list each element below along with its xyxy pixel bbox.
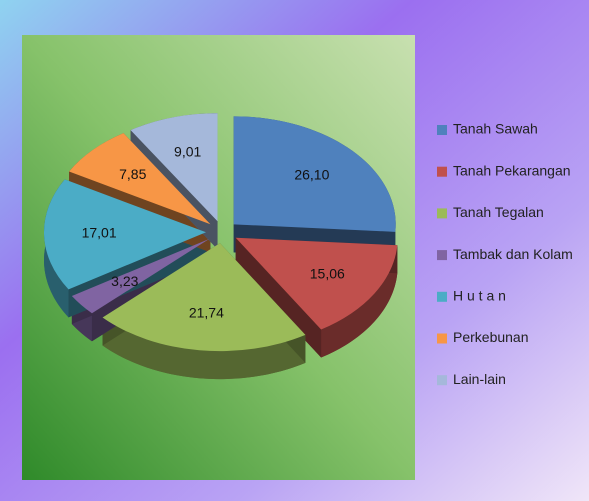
slice: [71, 238, 210, 314]
slice: [235, 237, 398, 330]
slice: [233, 116, 396, 232]
legend-label: Lain-lain: [453, 371, 506, 387]
slice: [130, 113, 218, 222]
data-label: 3,23: [111, 273, 138, 289]
legend-swatch: [437, 208, 447, 219]
legend-label: Tambak dan Kolam: [453, 246, 573, 262]
legend-label: Tanah Sawah: [453, 121, 538, 137]
legend-label: Perkebunan: [453, 329, 529, 345]
legend-swatch: [437, 166, 447, 177]
legend-swatch: [437, 250, 447, 261]
data-label: 15,06: [310, 265, 345, 281]
legend-label: Tanah Pekarangan: [453, 162, 571, 178]
slice: [44, 179, 207, 290]
slice-wall: [102, 317, 306, 380]
slice-wall: [321, 245, 398, 358]
legend-swatch: [437, 333, 447, 344]
legend-label: H u t a n: [453, 288, 506, 304]
data-label: 21,74: [189, 305, 224, 321]
legend-label: Tanah Tegalan: [453, 204, 544, 220]
legend-swatch: [437, 375, 447, 386]
data-label: 9,01: [174, 144, 201, 160]
data-label: 7,85: [119, 166, 146, 182]
slice: [69, 133, 211, 225]
data-label: 17,01: [82, 225, 117, 241]
data-label: 26,10: [294, 166, 329, 182]
slice-edge: [235, 237, 322, 358]
slice: [102, 243, 306, 352]
legend-swatch: [437, 125, 447, 135]
legend-swatch: [437, 291, 447, 302]
